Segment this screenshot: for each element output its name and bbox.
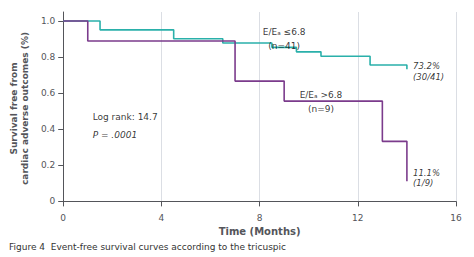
svg-text:8: 8 — [257, 213, 263, 223]
svg-text:73.2%: 73.2% — [413, 61, 440, 71]
svg-text:0.8: 0.8 — [41, 52, 56, 62]
svg-text:(n=41): (n=41) — [268, 41, 300, 51]
svg-text:0.4: 0.4 — [41, 124, 56, 134]
svg-text:0: 0 — [60, 213, 66, 223]
svg-text:E/Eₐ >6.8: E/Eₐ >6.8 — [300, 90, 343, 100]
svg-text:Survival free from: Survival free from — [9, 62, 19, 154]
svg-text:(1/9): (1/9) — [413, 178, 433, 188]
svg-text:0.2: 0.2 — [41, 160, 55, 170]
svg-text:(n=9): (n=9) — [308, 104, 334, 114]
svg-text:0.6: 0.6 — [41, 88, 56, 98]
svg-text:P = .0001: P = .0001 — [93, 130, 137, 140]
svg-text:E/Eₐ ≤6.8: E/Eₐ ≤6.8 — [263, 27, 306, 37]
svg-text:Log rank: 14.7: Log rank: 14.7 — [93, 112, 158, 122]
svg-text:12: 12 — [352, 213, 363, 223]
svg-text:Figure 4 Event-free survival: Figure 4 Event-free survival curves acco… — [9, 242, 286, 252]
svg-text:Time (Months): Time (Months) — [219, 226, 301, 237]
svg-text:11.1%: 11.1% — [413, 168, 440, 178]
svg-text:16: 16 — [450, 213, 462, 223]
svg-text:1.0: 1.0 — [41, 16, 56, 26]
svg-text:(30/41): (30/41) — [413, 72, 444, 82]
svg-text:cardiac adverse outcomes (%): cardiac adverse outcomes (%) — [20, 32, 30, 185]
svg-text:0: 0 — [49, 196, 55, 206]
svg-text:4: 4 — [159, 213, 165, 223]
